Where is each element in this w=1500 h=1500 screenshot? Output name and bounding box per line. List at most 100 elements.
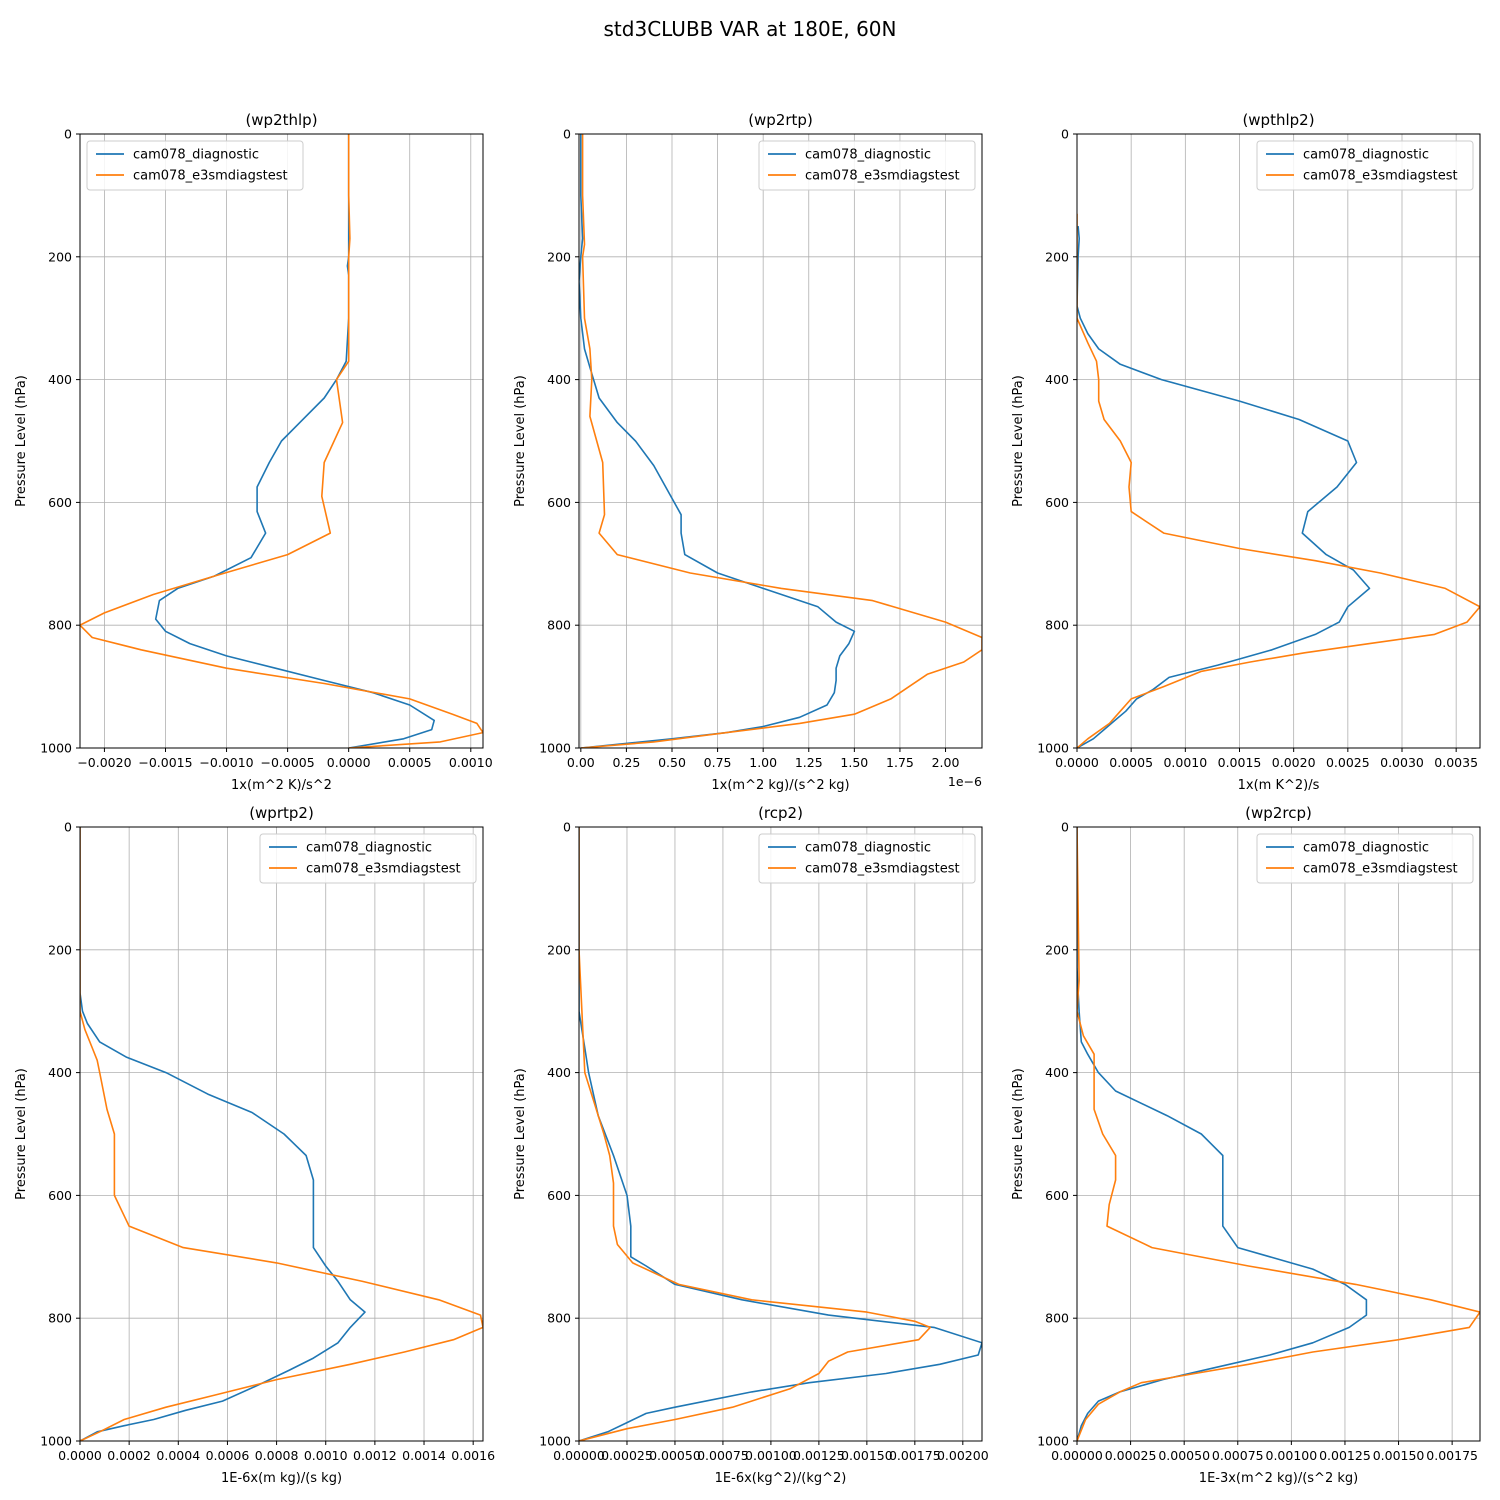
- y-axis-label: Pressure Level (hPa): [513, 375, 528, 507]
- series-line-diagnostic: [1077, 226, 1371, 748]
- x-tick-label: 0.0015: [1218, 755, 1262, 770]
- x-tick-label: 0.00175: [889, 1448, 941, 1463]
- x-tick-label: 0.00050: [1158, 1448, 1210, 1463]
- x-tick-label: 0.75: [704, 755, 732, 770]
- y-tick-label: 800: [48, 618, 72, 633]
- panel-title: (wp2rtp): [748, 111, 813, 129]
- y-tick-label: 1000: [1037, 741, 1069, 756]
- axes-frame: [79, 826, 484, 1442]
- x-tick-label: 0.0000: [327, 755, 371, 770]
- y-axis-label: Pressure Level (hPa): [1011, 375, 1026, 507]
- x-tick-label: 0.0010: [449, 755, 493, 770]
- x-tick-label: 0.00125: [793, 1448, 845, 1463]
- y-tick-label: 400: [1045, 372, 1069, 387]
- x-tick-label: 0.00075: [697, 1448, 749, 1463]
- x-tick-label: 0.00125: [1319, 1448, 1371, 1463]
- x-tick-label: 0.25: [612, 755, 640, 770]
- panel-title: (wpthlp2): [1242, 111, 1314, 129]
- x-axis-label: 1E-3x(m^2 kg)/(s^2 kg): [1199, 1471, 1358, 1486]
- x-tick-label: 0.00075: [1212, 1448, 1264, 1463]
- legend: cam078_diagnostic cam078_e3smdiagstest: [1256, 833, 1474, 884]
- x-tick-label: 0.0008: [255, 1448, 299, 1463]
- x-axis-label: 1x(m^2 K)/s^2: [231, 778, 332, 793]
- y-tick-label: 800: [547, 618, 571, 633]
- y-tick-label: 400: [1045, 1065, 1069, 1080]
- y-tick-label: 800: [48, 1311, 72, 1326]
- series-line-diagnostic: [1077, 827, 1368, 1441]
- panel-title: (wp2rcp): [1245, 804, 1312, 822]
- x-tick-label: 0.00150: [841, 1448, 893, 1463]
- legend-entry: cam078_diagnostic: [805, 148, 931, 163]
- x-tick-label: 0.0010: [1163, 755, 1207, 770]
- y-tick-label: 0: [563, 127, 571, 142]
- legend-entry: cam078_e3smdiagstest: [306, 862, 461, 877]
- x-tick-label: 2.00: [932, 755, 960, 770]
- panel-5: (rcp2) 0.000000.000250.000500.000750.0010…: [513, 804, 989, 1486]
- y-tick-label: 1000: [40, 1434, 72, 1449]
- legend-entry: cam078_e3smdiagstest: [805, 169, 960, 184]
- y-tick-label: 1000: [539, 741, 571, 756]
- legend-entry: cam078_diagnostic: [1303, 841, 1429, 856]
- axes-frame: [1076, 826, 1481, 1442]
- y-tick-label: 800: [1045, 618, 1069, 633]
- legend: cam078_diagnostic cam078_e3smdiagstest: [259, 833, 477, 884]
- y-tick-label: 600: [547, 1188, 571, 1203]
- y-axis-label: Pressure Level (hPa): [14, 375, 29, 507]
- x-offset-text: 1e−6: [948, 774, 982, 789]
- x-tick-label: 0.0030: [1380, 755, 1424, 770]
- x-axis-label: 1E-6x(kg^2)/(kg^2): [715, 1471, 847, 1486]
- x-tick-label: 0.0035: [1434, 755, 1478, 770]
- y-tick-label: 200: [547, 942, 571, 957]
- x-tick-label: 0.0016: [451, 1448, 495, 1463]
- x-tick-label: 0.00175: [1426, 1448, 1478, 1463]
- x-tick-label: −0.0010: [199, 755, 253, 770]
- legend-entry: cam078_diagnostic: [133, 148, 259, 163]
- legend: cam078_diagnostic cam078_e3smdiagstest: [758, 833, 976, 884]
- x-tick-label: 1.75: [886, 755, 914, 770]
- series-line-e3smdiagstest: [579, 827, 932, 1441]
- series-line-e3smdiagstest: [80, 134, 483, 748]
- y-tick-label: 1000: [40, 741, 72, 756]
- series-line-e3smdiagstest: [1077, 213, 1480, 748]
- legend-entry: cam078_diagnostic: [1303, 148, 1429, 163]
- axes-frame: [578, 133, 983, 749]
- x-tick-label: 0.0006: [206, 1448, 250, 1463]
- series-line-e3smdiagstest: [580, 134, 982, 748]
- legend-box: [758, 140, 976, 191]
- legend-box: [758, 833, 976, 884]
- y-tick-label: 0: [64, 127, 72, 142]
- y-tick-label: 600: [48, 1188, 72, 1203]
- x-axis-label: 1x(m^2 kg)/(s^2 kg): [711, 778, 849, 793]
- series-line-diagnostic: [154, 134, 436, 748]
- y-axis-label: Pressure Level (hPa): [513, 1068, 528, 1200]
- panel-title: (wprtp2): [249, 804, 314, 822]
- panel-4: (wprtp2) 0.0000 0.0002 0.0004 0.0006 0.0008 0.…: [14, 804, 495, 1486]
- series-line-diagnostic: [579, 134, 856, 748]
- y-tick-label: 0: [64, 820, 72, 835]
- x-tick-label: 0.0020: [1272, 755, 1316, 770]
- x-tick-label: 0.00100: [1266, 1448, 1318, 1463]
- y-tick-label: 0: [1061, 127, 1069, 142]
- legend: cam078_diagnostic cam078_e3smdiagstest: [1256, 140, 1474, 191]
- y-tick-label: 800: [1045, 1311, 1069, 1326]
- figure-title: std3CLUBB VAR at 180E, 60N: [604, 17, 897, 41]
- x-tick-label: 0.00200: [937, 1448, 989, 1463]
- y-tick-label: 0: [1061, 820, 1069, 835]
- x-tick-label: 0.00000: [1051, 1448, 1103, 1463]
- y-tick-label: 0: [563, 820, 571, 835]
- x-axis-label: 1E-6x(m kg)/(s kg): [221, 1471, 342, 1486]
- x-tick-label: 0.00025: [601, 1448, 653, 1463]
- y-tick-label: 1000: [539, 1434, 571, 1449]
- x-tick-label: 1.25: [795, 755, 823, 770]
- y-tick-label: 1000: [1037, 1434, 1069, 1449]
- panel-3: (wpthlp2) 0.0000 0.0005 0.0010 0.0015 0.0020 0…: [1011, 111, 1481, 793]
- legend-box: [86, 140, 304, 191]
- y-tick-label: 200: [1045, 249, 1069, 264]
- x-tick-label: 0.00150: [1373, 1448, 1425, 1463]
- legend-entry: cam078_diagnostic: [805, 841, 931, 856]
- x-tick-label: 1.00: [749, 755, 777, 770]
- x-tick-label: 0.00000: [553, 1448, 605, 1463]
- series-line-diagnostic: [80, 827, 366, 1441]
- x-tick-label: 1.50: [840, 755, 868, 770]
